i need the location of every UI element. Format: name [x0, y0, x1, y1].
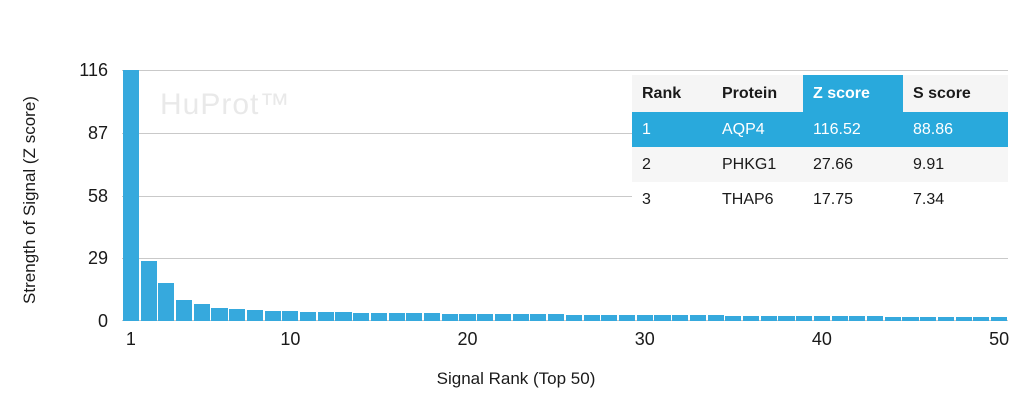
bar-rank-13 — [335, 312, 352, 321]
bar-rank-9 — [264, 310, 281, 321]
table-row-1-col-2: AQP4 — [712, 112, 803, 147]
table-header-z-score: Z score — [803, 75, 903, 112]
bar-rank-36 — [743, 315, 760, 321]
bar-rank-14 — [353, 312, 370, 321]
y-tick-label-58: 58 — [87, 185, 108, 206]
bar-rank-35 — [725, 315, 742, 321]
bar-rank-44 — [884, 316, 901, 321]
bar-rank-21 — [477, 313, 494, 321]
plot-area: HuProt™ — [122, 70, 1008, 321]
bar-rank-39 — [796, 316, 813, 321]
x-tick-label-20: 20 — [457, 329, 478, 349]
table-row-3-col-1: 3 — [632, 182, 712, 217]
bar-rank-12 — [317, 312, 334, 321]
table-header-rank: Rank — [632, 75, 712, 112]
table-row-3-col-3: 17.75 — [803, 182, 903, 217]
bar-rank-43 — [867, 316, 884, 321]
bar-rank-3 — [158, 282, 175, 321]
gridline-y-0 — [122, 320, 1008, 321]
table-header-s-score: S score — [903, 75, 1008, 112]
y-axis-tick-labels: 116 87 58 29 0 — [0, 60, 108, 331]
y-tick-label-29: 29 — [87, 248, 108, 269]
x-axis-tick-labels: 1 10 20 30 40 50 — [122, 329, 1009, 351]
bar-rank-15 — [370, 312, 387, 321]
bar-rank-32 — [672, 315, 689, 321]
x-tick-label-10: 10 — [280, 329, 301, 349]
bar-rank-41 — [831, 316, 848, 321]
table-row-1-col-1: 1 — [632, 112, 712, 147]
bar-rank-34 — [707, 315, 724, 321]
bar-rank-22 — [494, 313, 512, 321]
bar-rank-49 — [973, 317, 990, 321]
bar-rank-23 — [512, 314, 529, 321]
y-tick-label-87: 87 — [87, 122, 108, 143]
bar-rank-27 — [583, 314, 600, 321]
bar-rank-37 — [760, 315, 777, 321]
x-axis-title: Signal Rank (Top 50) — [436, 369, 596, 388]
bar-rank-38 — [778, 315, 795, 321]
bar-rank-28 — [601, 314, 618, 321]
gridline-y-29 — [122, 258, 1008, 259]
bar-rank-5 — [193, 304, 210, 321]
x-tick-label-50: 50 — [989, 329, 1010, 349]
y-tick-label-116: 116 — [79, 60, 108, 80]
table-row-3-col-2: THAP6 — [712, 182, 803, 217]
gridline-y-116 — [122, 70, 1008, 71]
table-header-protein: Protein — [712, 75, 803, 112]
table-row-2-col-4: 9.91 — [903, 147, 1008, 182]
huprot-watermark: HuProt™ — [160, 88, 291, 121]
bar-rank-29 — [618, 314, 636, 321]
bar-rank-7 — [229, 309, 246, 321]
table-row-2-col-1: 2 — [632, 147, 712, 182]
bar-rank-47 — [937, 316, 955, 321]
bar-rank-8 — [246, 309, 263, 321]
bar-rank-20 — [459, 313, 476, 321]
x-tick-label-40: 40 — [811, 329, 832, 349]
bar-rank-19 — [441, 313, 458, 321]
bar-rank-18 — [424, 313, 441, 321]
top-signals-table: Rank Protein Z score S score 1 AQP4 116.52 88.8… — [632, 75, 1008, 217]
bar-rank-2 — [140, 261, 157, 321]
bar-rank-46 — [920, 316, 937, 321]
bar-rank-25 — [548, 314, 565, 321]
bar-rank-40 — [813, 316, 830, 321]
table-row-2-col-3: 27.66 — [803, 147, 903, 182]
bar-rank-11 — [300, 311, 317, 321]
bar-rank-17 — [406, 313, 423, 321]
table-row-1-col-3: 116.52 — [803, 112, 903, 147]
bar-rank-1 — [122, 70, 139, 321]
bar-rank-16 — [388, 313, 405, 321]
bar-rank-30 — [636, 314, 653, 321]
x-tick-label-30: 30 — [634, 329, 655, 349]
y-tick-label-0: 0 — [97, 311, 108, 331]
table-row-1-col-4: 88.86 — [903, 112, 1008, 147]
bar-rank-31 — [654, 315, 671, 321]
table-row-2-col-2: PHKG1 — [712, 147, 803, 182]
bar-rank-48 — [955, 317, 972, 321]
bar-rank-26 — [565, 314, 582, 321]
gridline-y-87 — [122, 133, 1008, 134]
gridline-y-58 — [122, 196, 1008, 197]
bar-rank-50 — [991, 317, 1008, 321]
bar-rank-4 — [175, 300, 193, 321]
bar-rank-6 — [211, 308, 228, 321]
bar-rank-10 — [282, 311, 299, 321]
table-row-3-col-4: 7.34 — [903, 182, 1008, 217]
bar-rank-33 — [689, 315, 706, 321]
bar-rank-24 — [530, 314, 547, 321]
bar-rank-42 — [849, 316, 866, 321]
bar-rank-45 — [902, 316, 919, 321]
x-tick-label-1: 1 — [125, 329, 136, 349]
